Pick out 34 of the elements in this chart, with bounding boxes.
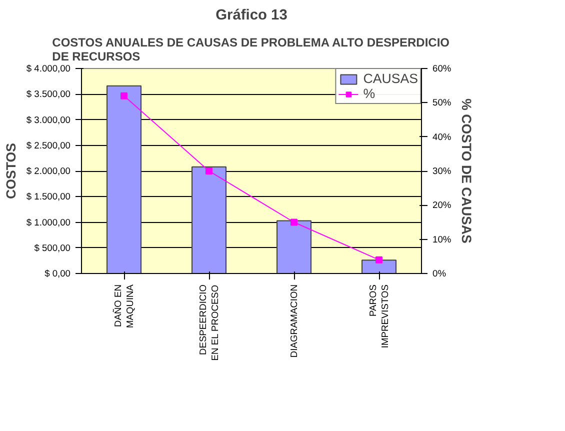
y2-tick-label: 40% xyxy=(432,132,452,142)
y2-axis-title: % COSTO DE CAUSAS xyxy=(459,98,474,244)
point xyxy=(206,168,212,174)
point xyxy=(120,92,128,100)
y2-tick-label: 0% xyxy=(432,268,446,278)
y2-tick-label: 50% xyxy=(432,98,452,108)
y-tick-label: $ 1.500,00 xyxy=(26,192,71,202)
bar xyxy=(192,166,226,274)
x-tick-label: DIAGRAMACION xyxy=(289,284,299,358)
y2-tick-label: 20% xyxy=(432,200,452,210)
bar xyxy=(362,260,396,274)
chart-subtitle: COSTOS ANUALES DE CAUSAS DE PROBLEMA ALTO DESPERDICIO DE RECURSOS xyxy=(52,36,450,64)
point xyxy=(376,256,382,264)
legend-label: % xyxy=(363,86,376,101)
y-tick-label: $ 3.500,00 xyxy=(26,89,71,100)
y-tick-label: $ 500,00 xyxy=(34,242,70,253)
bar xyxy=(106,85,142,274)
y-tick-label: $ 2.500,00 xyxy=(26,140,71,150)
y2-tick-label: 10% xyxy=(432,234,452,244)
y-tick-label: $ 1.000,00 xyxy=(26,217,71,228)
y-axis-title: COSTOS xyxy=(3,142,18,200)
y-tick-label: $ 4.000,00 xyxy=(26,64,71,74)
chart-title: Gráfico 13 xyxy=(216,8,288,24)
y-tick-label: $ 3.000,00 xyxy=(26,114,71,125)
point xyxy=(290,218,298,226)
x-tick-label: DESPEERDICIO EN EL PROCESO xyxy=(198,284,220,361)
bar xyxy=(276,220,312,274)
y-tick-label: $ 0,00 xyxy=(44,268,71,278)
legend-label: CAUSAS xyxy=(363,71,418,86)
y2-tick-label: 30% xyxy=(432,166,452,176)
x-tick-label: PAROS IMPREVISTOS xyxy=(368,284,390,348)
x-tick-label: DAÑO EN MAQUINA xyxy=(112,284,135,328)
y2-tick-label: 60% xyxy=(432,64,452,74)
y-tick-label: $ 2.000,00 xyxy=(26,166,71,176)
